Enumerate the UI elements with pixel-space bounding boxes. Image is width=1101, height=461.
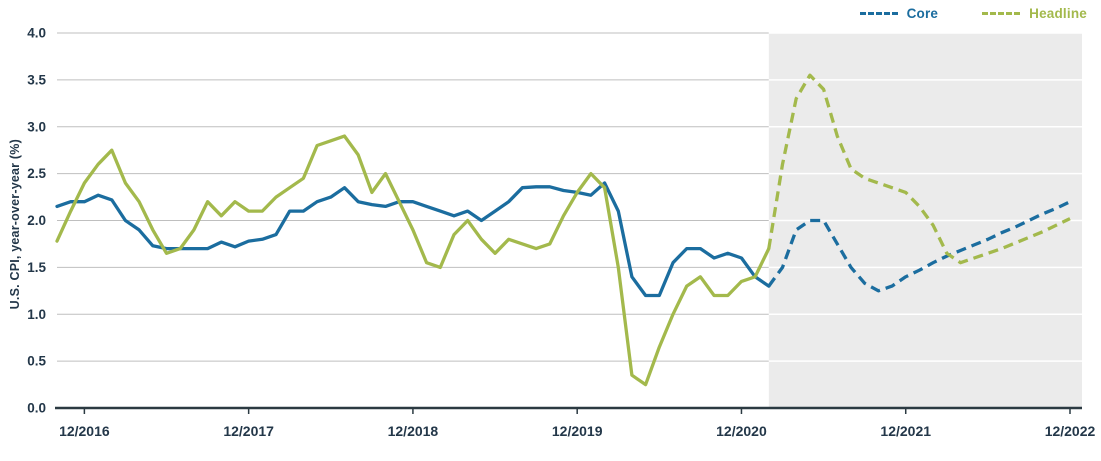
y-axis-title: U.S. CPI, year-over-year (%) <box>8 138 22 309</box>
y-tick-label: 1.5 <box>27 260 46 275</box>
y-tick-label: 3.5 <box>27 72 46 87</box>
legend-item-headline: Headline <box>982 6 1087 21</box>
y-tick-label: 1.0 <box>27 307 46 322</box>
legend-label-headline: Headline <box>1029 6 1087 21</box>
x-tick-label: 12/2016 <box>59 423 110 439</box>
x-tick-label: 12/2018 <box>388 423 439 439</box>
legend: Core Headline <box>859 6 1087 21</box>
legend-label-core: Core <box>906 6 939 21</box>
x-tick-label: 12/2022 <box>1045 423 1096 439</box>
core-line-forecast <box>767 200 1071 293</box>
headline-line-historical <box>55 134 771 387</box>
x-tick-label: 12/2019 <box>552 423 603 439</box>
core-dashed-line-swatch <box>859 12 898 15</box>
x-tick-label: 12/2021 <box>880 423 931 439</box>
headline-dashed-line-swatch <box>982 12 1021 15</box>
y-tick-label: 4.0 <box>27 26 46 41</box>
legend-item-core: Core <box>859 6 939 21</box>
y-tick-label: 0.0 <box>27 401 46 416</box>
y-tick-label: 0.5 <box>27 354 46 369</box>
y-tick-label: 2.0 <box>27 213 46 228</box>
x-tick-label: 12/2017 <box>223 423 274 439</box>
x-tick-label: 12/2020 <box>716 423 767 439</box>
y-tick-label: 2.5 <box>27 166 46 181</box>
headline-line-forecast <box>767 73 1071 265</box>
core-line-historical <box>55 181 771 298</box>
y-tick-label: 3.0 <box>27 119 46 134</box>
